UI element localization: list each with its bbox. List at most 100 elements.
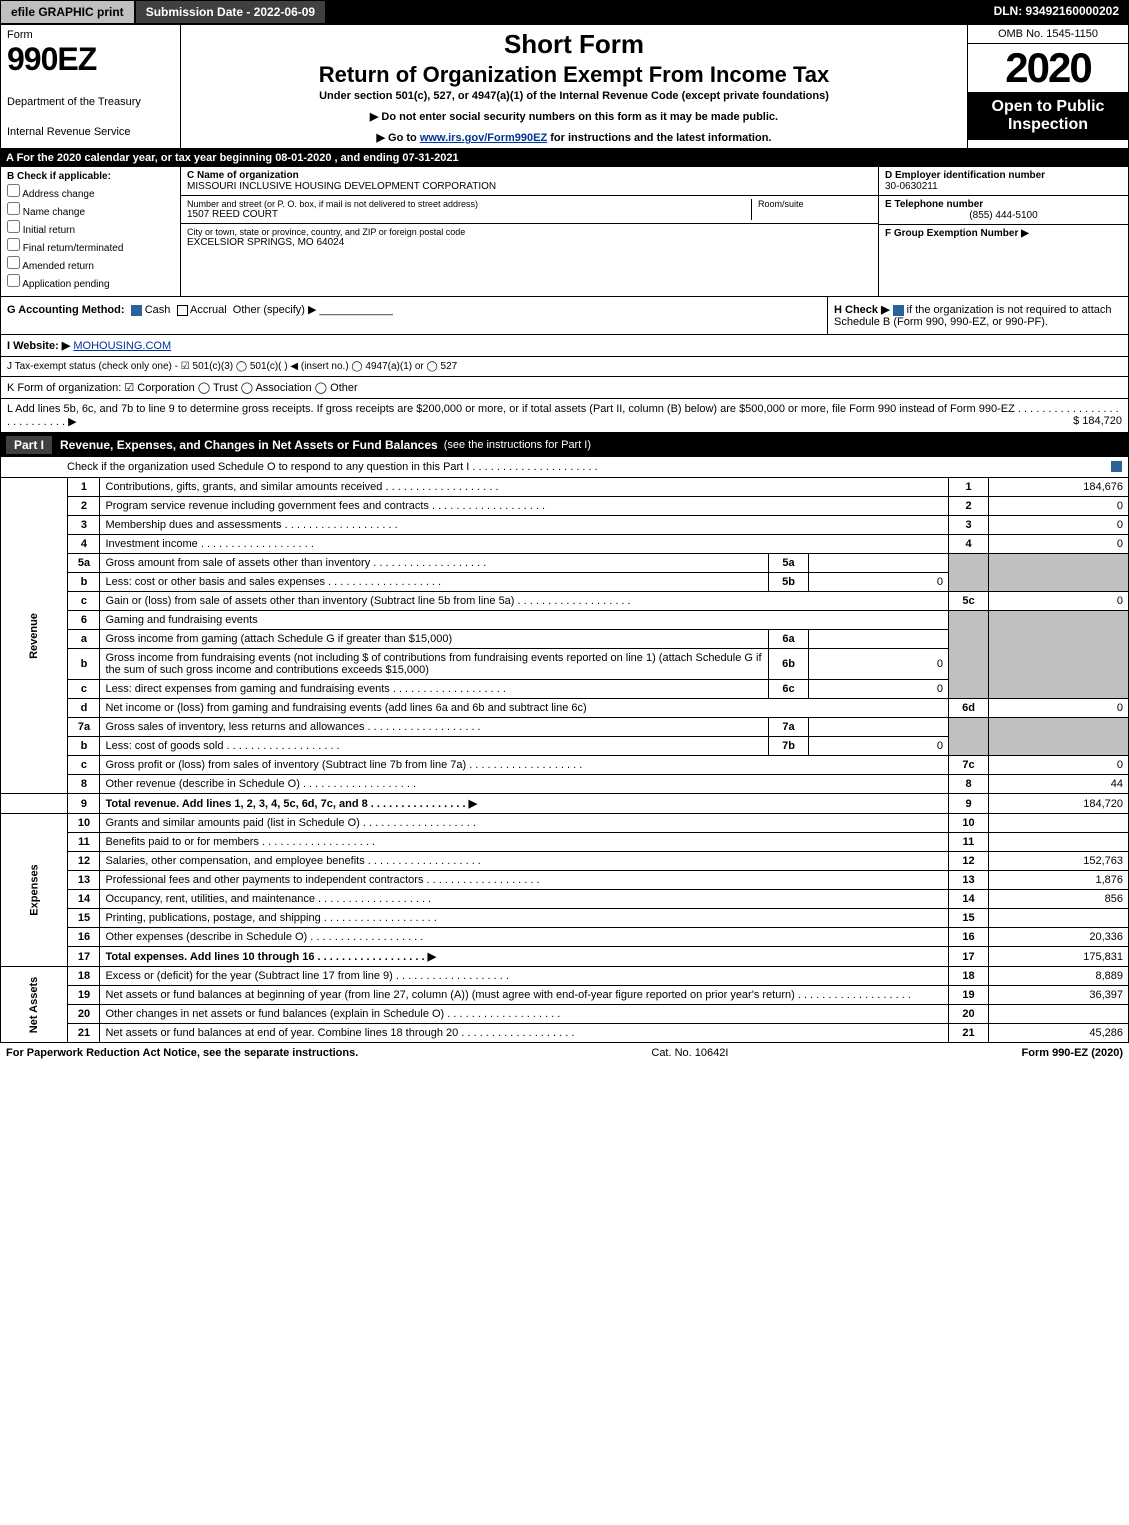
l5a-sublbl: 5a [769,554,809,573]
part1-header: Part I Revenue, Expenses, and Changes in… [0,433,1129,457]
l11-lbl: 11 [949,833,989,852]
l8-desc: Other revenue (describe in Schedule O) [100,775,949,794]
chk-application-pending-lbl: Application pending [22,279,109,290]
l9-desc-bold: Total revenue. Add lines 1, 2, 3, 4, 5c,… [105,798,477,810]
h-pre: H Check ▶ [834,304,893,316]
chk-final-return[interactable]: Final return/terminated [7,238,174,254]
chk-application-pending[interactable]: Application pending [7,274,174,290]
row-k-form-org: K Form of organization: ☑ Corporation ◯ … [0,377,1129,399]
l7-greyval [989,718,1129,756]
submission-date-button[interactable]: Submission Date - 2022-06-09 [135,0,326,24]
l16-desc: Other expenses (describe in Schedule O) [100,928,949,947]
l20-desc: Other changes in net assets or fund bala… [100,1005,949,1024]
h-check[interactable] [893,305,904,316]
g-cash-check[interactable] [131,305,142,316]
l5a-subval [809,554,949,573]
street-cell: Number and street (or P. O. box, if mail… [181,196,878,224]
l16-num: 16 [68,928,100,947]
chk-amended-return[interactable]: Amended return [7,256,174,272]
page-footer: For Paperwork Reduction Act Notice, see … [0,1043,1129,1063]
l3-val: 0 [989,516,1129,535]
revenue-tab: Revenue [1,478,68,794]
l5-greyval [989,554,1129,592]
l14-val: 856 [989,890,1129,909]
l15-desc: Printing, publications, postage, and shi… [100,909,949,928]
chk-initial-return[interactable]: Initial return [7,220,174,236]
col-def: D Employer identification number 30-0630… [878,167,1128,296]
l6c-subval: 0 [809,680,949,699]
part1-sub: (see the instructions for Part I) [444,439,591,451]
l18-desc: Excess or (deficit) for the year (Subtra… [100,967,949,986]
chk-address-change-lbl: Address change [22,189,94,200]
l6d-lbl: 6d [949,699,989,718]
ssn-note: ▶ Do not enter social security numbers o… [189,110,959,123]
l13-desc: Professional fees and other payments to … [100,871,949,890]
c-name-value: MISSOURI INCLUSIVE HOUSING DEVELOPMENT C… [187,181,872,192]
form-header: Form 990EZ Department of the Treasury In… [0,24,1129,149]
e-phone-value: (855) 444-5100 [885,210,1122,221]
irs-link[interactable]: www.irs.gov/Form990EZ [420,132,547,144]
l19-desc: Net assets or fund balances at beginning… [100,986,949,1005]
g-accounting: G Accounting Method: Cash Accrual Other … [1,297,828,334]
efile-print-button[interactable]: efile GRAPHIC print [0,0,135,24]
short-form-title: Short Form [189,29,959,60]
l18-num: 18 [68,967,100,986]
f-group-label: F Group Exemption Number ▶ [885,228,1122,239]
l8-val: 44 [989,775,1129,794]
l16-lbl: 16 [949,928,989,947]
expenses-tab: Expenses [1,814,68,967]
top-bar: efile GRAPHIC print Submission Date - 20… [0,0,1129,24]
tax-year: 2020 [968,44,1128,92]
netassets-tab: Net Assets [1,967,68,1043]
row-i-website: I Website: ▶ MOHOUSING.COM [0,335,1129,357]
l9-val: 184,720 [989,794,1129,814]
l5c-lbl: 5c [949,592,989,611]
l14-num: 14 [68,890,100,909]
city-label: City or town, state or province, country… [187,227,872,237]
l4-desc: Investment income [100,535,949,554]
chk-name-change-box[interactable] [7,202,20,215]
g-accrual-check[interactable] [177,305,188,316]
l7a-num: 7a [68,718,100,737]
goto-note: ▶ Go to www.irs.gov/Form990EZ for instru… [189,131,959,144]
revenue-tab-end [1,794,68,814]
d-ein-cell: D Employer identification number 30-0630… [879,167,1128,196]
l12-desc: Salaries, other compensation, and employ… [100,852,949,871]
l7b-subval: 0 [809,737,949,756]
l11-val [989,833,1129,852]
chk-address-change[interactable]: Address change [7,184,174,200]
chk-amended-return-box[interactable] [7,256,20,269]
chk-final-return-box[interactable] [7,238,20,251]
chk-address-change-box[interactable] [7,184,20,197]
city-value: EXCELSIOR SPRINGS, MO 64024 [187,237,872,248]
g-accrual-lbl: Accrual [190,304,227,316]
l12-val: 152,763 [989,852,1129,871]
l5b-subval: 0 [809,573,949,592]
l7c-val: 0 [989,756,1129,775]
expenses-tab-label: Expenses [28,864,40,915]
l6-desc: Gaming and fundraising events [100,611,949,630]
chk-application-pending-box[interactable] [7,274,20,287]
l13-num: 13 [68,871,100,890]
part1-schedule-o-check[interactable] [1111,461,1122,472]
l6b-sublbl: 6b [769,649,809,680]
l6a-desc: Gross income from gaming (attach Schedul… [100,630,769,649]
part1-check-text: Check if the organization used Schedule … [67,461,598,473]
header-right: OMB No. 1545-1150 2020 Open to Public In… [968,25,1128,148]
section-bcdef: B Check if applicable: Address change Na… [0,167,1129,297]
l6d-num: d [68,699,100,718]
l5a-desc: Gross amount from sale of assets other t… [100,554,769,573]
chk-name-change[interactable]: Name change [7,202,174,218]
l1-num: 1 [68,478,100,497]
g-cash-lbl: Cash [145,304,171,316]
row-a-tax-year: A For the 2020 calendar year, or tax yea… [0,149,1129,167]
l3-lbl: 3 [949,516,989,535]
chk-initial-return-box[interactable] [7,220,20,233]
g-label: G Accounting Method: [7,304,125,316]
l6a-subval [809,630,949,649]
g-other-lbl: Other (specify) ▶ [233,304,317,316]
website-link[interactable]: MOHOUSING.COM [73,340,171,352]
netassets-tab-label: Net Assets [28,976,40,1032]
e-phone-cell: E Telephone number (855) 444-5100 [879,196,1128,225]
l9-lbl: 9 [949,794,989,814]
